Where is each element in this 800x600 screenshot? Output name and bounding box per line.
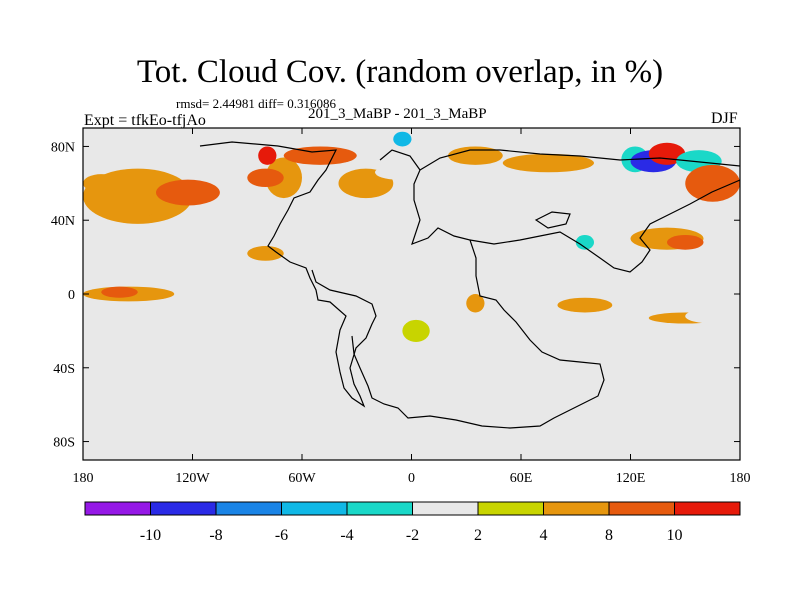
- colorbar-label: 2: [474, 527, 482, 544]
- y-axis-ticks: 80N 40N 0 40S 80S: [51, 140, 740, 451]
- contour-region-22: [575, 234, 594, 250]
- contour-region-38: [685, 308, 740, 324]
- colorbar-swatch: [477, 501, 544, 516]
- colorbar-swatch: [608, 501, 675, 516]
- contour-region-11: [502, 153, 594, 173]
- colorbar-label: 8: [605, 527, 613, 544]
- colorbar-label: 10: [667, 527, 683, 544]
- contour-region-10: [448, 146, 503, 165]
- contour-region-4: [258, 146, 277, 165]
- colorbar-swatch: [412, 501, 479, 516]
- y-tick-label: 40N: [51, 214, 75, 229]
- x-tick-label: 120E: [616, 471, 646, 486]
- colorbar-swatch: [346, 501, 413, 516]
- x-tick-label: 0: [408, 471, 415, 486]
- colorbar-swatch: [150, 501, 217, 516]
- colorbar-label: -10: [140, 527, 161, 544]
- season-label: DJF: [711, 110, 738, 127]
- contour-region-5: [283, 146, 357, 165]
- contour-region-17: [83, 174, 120, 193]
- contour-region-6: [302, 131, 357, 147]
- contour-region-9: [375, 164, 421, 180]
- colorbar-swatch: [84, 501, 151, 516]
- x-tick-label: 120W: [175, 471, 210, 486]
- contour-region-3: [247, 168, 284, 188]
- x-axis-ticks: 180 120W 60W 0 60E 120E 180: [73, 128, 751, 486]
- center-label: 201_3_MaBP - 201_3_MaBP: [308, 106, 487, 122]
- contour-region-34: [466, 294, 485, 313]
- colorbar-swatch: [543, 501, 610, 516]
- contour-region-25: [667, 264, 722, 283]
- contour-region-20: [375, 205, 403, 217]
- contour-region-27: [101, 286, 138, 298]
- contour-region-7: [393, 131, 412, 147]
- contour-region-35: [502, 290, 558, 313]
- colorbar-swatch: [215, 501, 282, 516]
- contour-region-31: [247, 246, 284, 261]
- colorbar-label: -8: [209, 527, 222, 544]
- contour-region-29: [174, 305, 229, 324]
- coastline-arctic-asia: [419, 149, 740, 171]
- colorbar-labels: -10 -8 -6 -4 -2 2 4 8 10: [140, 527, 683, 544]
- y-tick-label: 40S: [53, 362, 75, 377]
- x-tick-label: 180: [73, 471, 94, 486]
- x-tick-label: 180: [730, 471, 751, 486]
- y-tick-label: 80S: [53, 436, 75, 451]
- coastline-asia: [469, 179, 740, 273]
- contour-region-33: [402, 319, 430, 342]
- colorbar-swatch: [674, 501, 741, 516]
- contour-region-36: [557, 297, 613, 313]
- y-tick-label: 80N: [51, 140, 75, 155]
- contour-region-24: [667, 234, 704, 250]
- colorbar-label: 4: [540, 527, 548, 544]
- coastline-americas: [199, 141, 377, 408]
- contour-region-18: [128, 201, 156, 217]
- contour-region-30: [229, 260, 266, 272]
- colorbar-label: -6: [275, 527, 288, 544]
- experiment-label: Expt = tfkEo-tfjAo: [84, 112, 206, 129]
- contour-regions: [83, 131, 740, 342]
- colorbar: [84, 501, 741, 516]
- coastline-africa-eurasia: [351, 149, 605, 429]
- contour-region-16: [685, 164, 740, 202]
- chart-title: Tot. Cloud Cov. (random overlap, in %): [136, 54, 664, 90]
- x-tick-label: 60W: [288, 471, 316, 486]
- contour-region-32: [302, 268, 339, 280]
- stats-label: rmsd= 2.44981 diff= 0.316086: [176, 96, 336, 111]
- coastline: [199, 141, 740, 429]
- colorbar-label: -2: [406, 527, 419, 544]
- y-tick-label: 0: [68, 288, 75, 303]
- contour-region-28: [83, 312, 120, 331]
- contour-region-19: [320, 209, 357, 228]
- x-tick-label: 60E: [510, 471, 533, 486]
- colorbar-swatch: [281, 501, 348, 516]
- coastline-asia-islands: [534, 211, 571, 229]
- colorbar-label: -4: [340, 527, 353, 544]
- contour-region-1: [156, 179, 220, 206]
